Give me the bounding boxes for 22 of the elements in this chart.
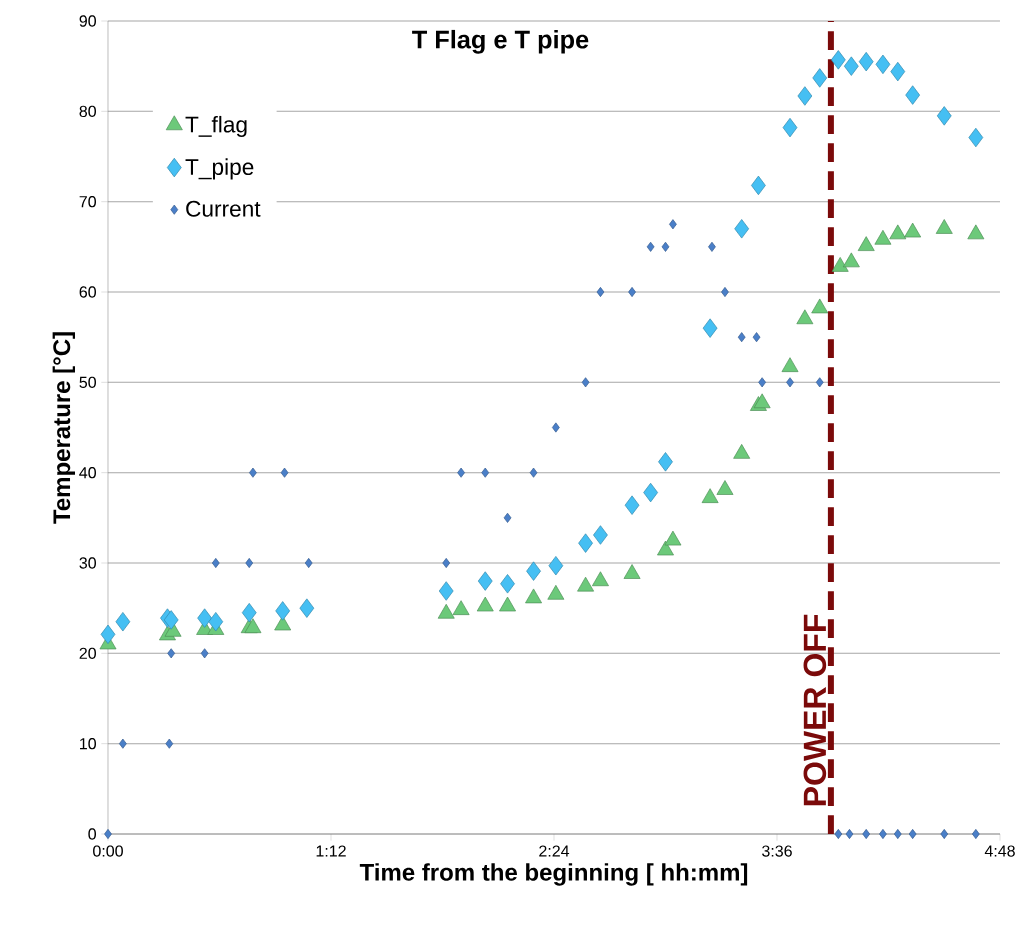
- y-tick-label: 20: [79, 647, 96, 659]
- y-tick-label: 90: [79, 15, 96, 27]
- legend-label: Current: [186, 200, 261, 217]
- y-tick-label: 40: [79, 467, 96, 479]
- y-axis-title: Temperature [°C]: [52, 332, 75, 524]
- y-tick-label: 50: [79, 376, 96, 388]
- y-tick-label: 70: [79, 196, 96, 208]
- ref-line-label: POWER OFF: [803, 614, 827, 806]
- legend-label: T_pipe: [185, 158, 254, 180]
- x-tick-label: 0:00: [93, 845, 123, 857]
- x-tick-label: 3:36: [762, 845, 792, 857]
- y-tick-label: 80: [79, 105, 96, 117]
- y-tick-label: 30: [79, 557, 96, 569]
- legend-label: T_flag: [185, 115, 247, 138]
- y-tick-label: 60: [79, 286, 96, 298]
- y-tick-label: 0: [88, 828, 96, 840]
- x-tick-label: 4:48: [984, 845, 1015, 857]
- y-tick-label: 10: [80, 738, 96, 750]
- x-tick-label: 1:12: [316, 845, 346, 857]
- chart-title: T Flag e T pipe: [412, 29, 589, 54]
- x-axis-title: Time from the beginning [ hh:mm]: [359, 863, 748, 886]
- x-tick-label: 2:24: [539, 845, 570, 857]
